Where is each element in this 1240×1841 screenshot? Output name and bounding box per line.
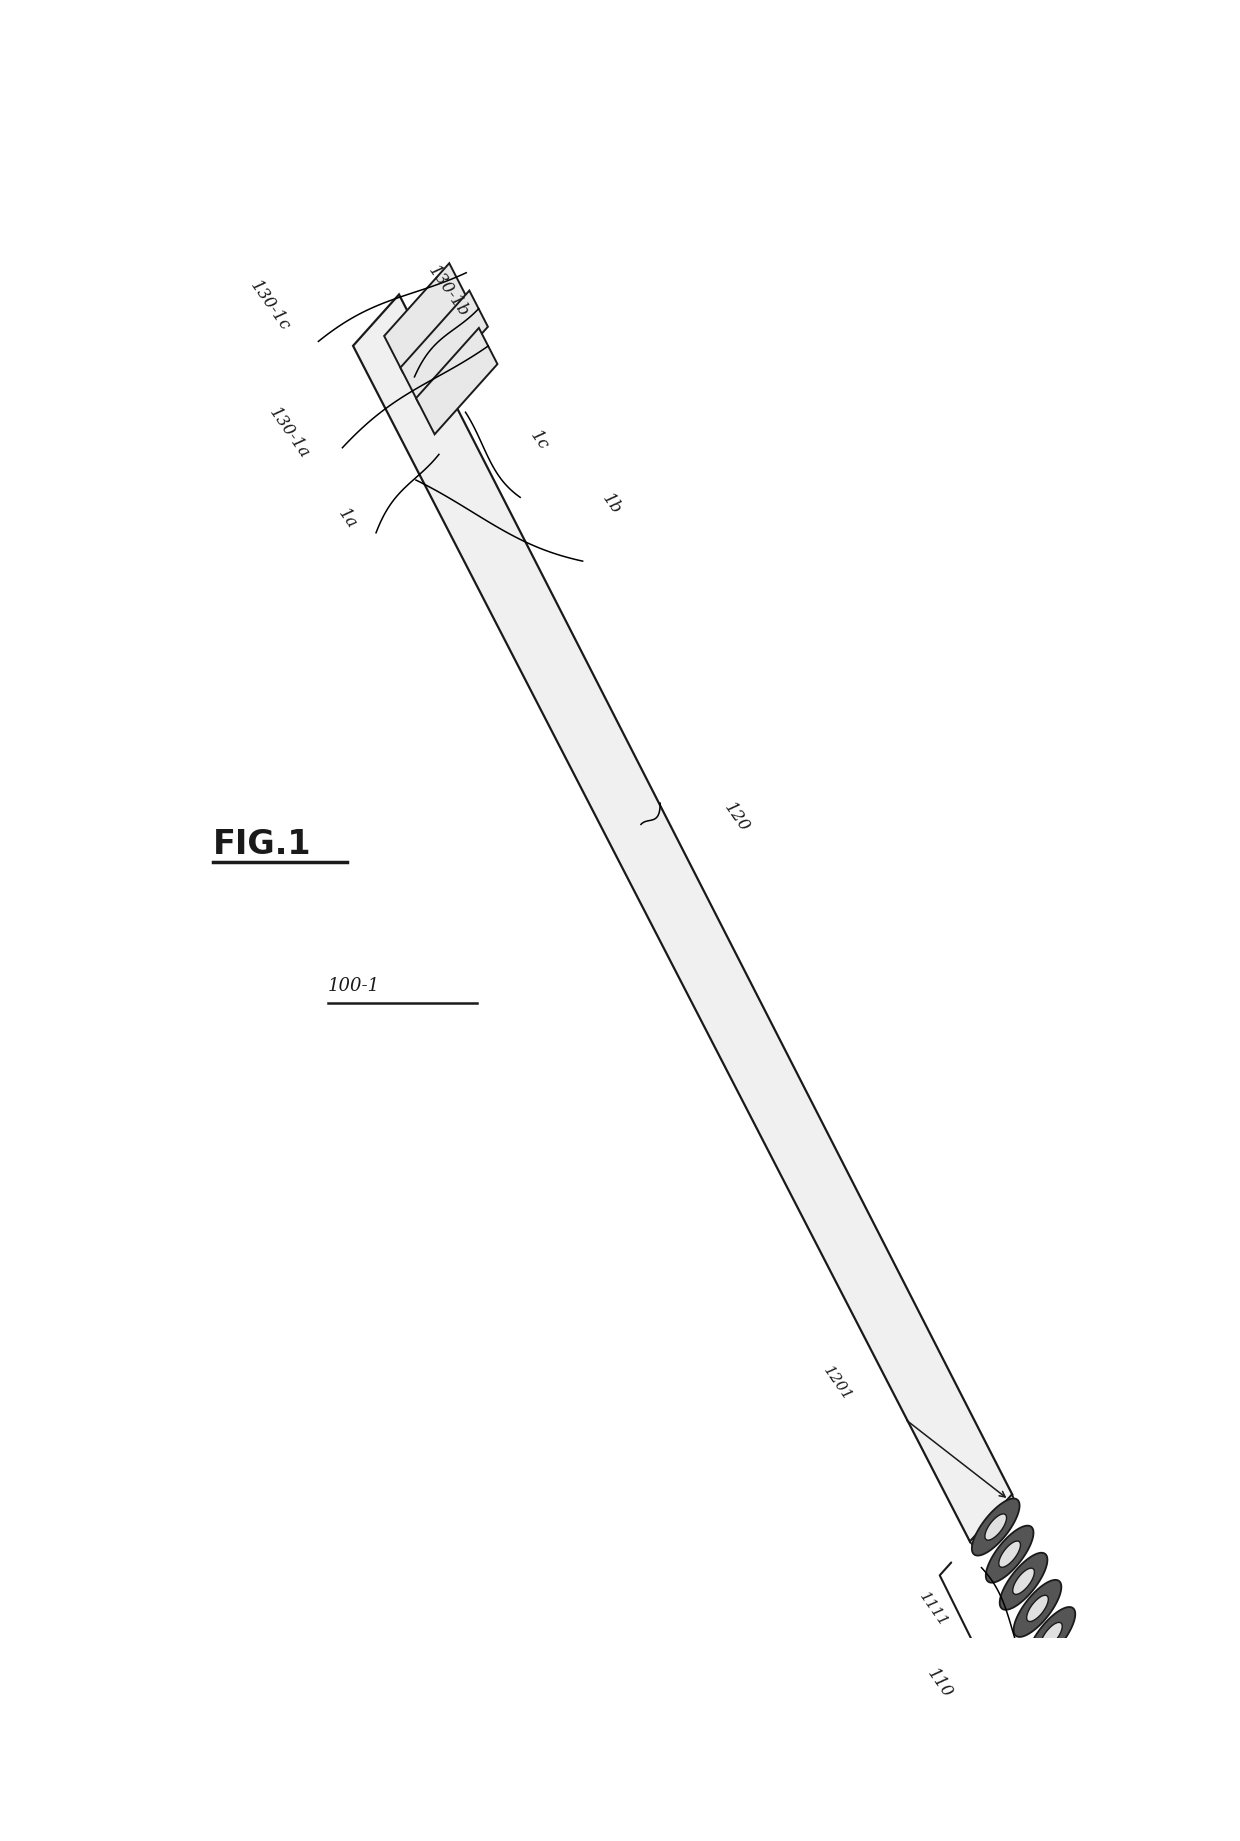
- Text: 130-1a: 130-1a: [265, 405, 314, 462]
- Polygon shape: [384, 263, 467, 372]
- Polygon shape: [970, 1495, 1013, 1545]
- Text: 1201: 1201: [821, 1364, 854, 1403]
- Text: 1111: 1111: [916, 1591, 950, 1629]
- Polygon shape: [1028, 1607, 1075, 1664]
- Text: 1b: 1b: [599, 492, 625, 517]
- Text: 130-1b: 130-1b: [424, 263, 472, 320]
- Polygon shape: [985, 1513, 1007, 1541]
- Polygon shape: [986, 1526, 1033, 1583]
- Text: 100-1: 100-1: [327, 978, 381, 996]
- Polygon shape: [1027, 1596, 1048, 1622]
- Polygon shape: [972, 1499, 1019, 1556]
- Polygon shape: [999, 1552, 1048, 1609]
- Text: 130-1c: 130-1c: [247, 278, 294, 335]
- Text: 110: 110: [924, 1666, 956, 1701]
- Polygon shape: [998, 1541, 1021, 1567]
- Text: FIG.1: FIG.1: [213, 828, 311, 862]
- Text: 120: 120: [720, 799, 753, 836]
- Polygon shape: [1013, 1569, 1034, 1594]
- Polygon shape: [1040, 1622, 1063, 1650]
- Text: 1a: 1a: [335, 504, 360, 532]
- Polygon shape: [1013, 1580, 1061, 1637]
- Polygon shape: [417, 328, 497, 434]
- Polygon shape: [353, 295, 1012, 1541]
- Text: 1c: 1c: [527, 427, 552, 453]
- Polygon shape: [401, 291, 487, 403]
